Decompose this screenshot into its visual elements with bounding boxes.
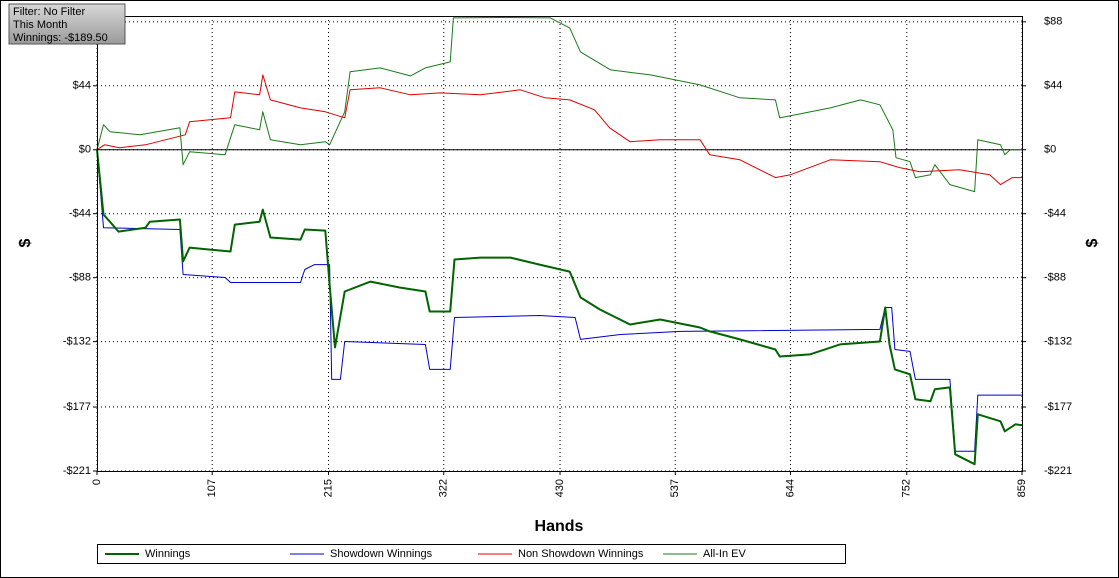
x-tick-label: 644	[784, 479, 796, 497]
legend-label: All-In EV	[703, 548, 746, 560]
y2-tick-label: -$88	[1044, 272, 1066, 284]
y2-tick-label: -$44	[1044, 208, 1066, 220]
legend-label: Winnings	[145, 548, 191, 560]
x-tick-label: 859	[1016, 479, 1028, 497]
x-tick-label: 430	[554, 479, 566, 497]
x-tick-label: 215	[322, 479, 334, 497]
y-tick-label: $44	[73, 80, 91, 92]
y2-tick-label: -$221	[1044, 465, 1072, 477]
x-tick-label: 0	[91, 479, 103, 485]
series-line	[96, 149, 1023, 466]
series-line	[96, 74, 1022, 186]
y-tick-label: -$177	[63, 401, 91, 413]
info-line: Winnings: -$189.50	[13, 32, 108, 44]
y-tick-label: $0	[79, 144, 91, 156]
info-background	[8, 3, 126, 45]
info-box: Filter: No Filter This Month Winnings: -…	[8, 3, 126, 45]
y2-tick-label: $88	[1044, 16, 1062, 28]
y-tick-label: -$221	[63, 465, 91, 477]
info-line: Filter: No Filter	[13, 6, 85, 18]
legend-label: Showdown Winnings	[330, 548, 433, 560]
series-line	[96, 149, 1022, 452]
info-line: This Month	[13, 19, 67, 31]
series-line	[96, 17, 1022, 193]
x-tick-label: 107	[206, 479, 218, 497]
y-tick-label: -$88	[69, 272, 91, 284]
y2-tick-label: -$132	[1044, 336, 1072, 348]
y2-axis-title: $	[1084, 238, 1101, 247]
y2-tick-label: $0	[1044, 144, 1056, 156]
x-tick-label: 322	[438, 479, 450, 497]
y-axis-title: $	[17, 238, 34, 247]
legend-box	[97, 544, 846, 564]
y-tick-label: -$132	[63, 336, 91, 348]
y2-tick-label: -$177	[1044, 401, 1072, 413]
x-axis-title: Hands	[535, 518, 584, 535]
x-tick-label: 537	[669, 479, 681, 497]
plot-border	[97, 16, 1023, 472]
x-tick-label: 752	[901, 479, 913, 497]
legend-label: Non Showdown Winnings	[518, 548, 644, 560]
y-tick-label: -$44	[69, 208, 91, 220]
y2-tick-label: $44	[1044, 80, 1062, 92]
plot-area	[97, 16, 1022, 471]
